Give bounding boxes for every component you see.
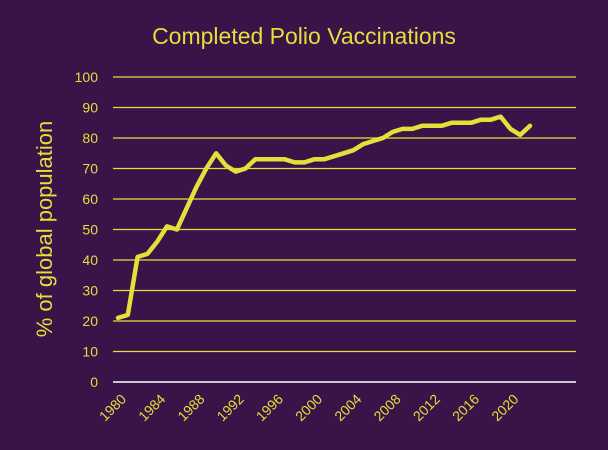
x-tick-label: 1988 bbox=[174, 391, 207, 424]
chart-title: Completed Polio Vaccinations bbox=[152, 23, 456, 49]
x-tick-label: 2008 bbox=[370, 391, 403, 424]
x-tick-label: 1992 bbox=[213, 391, 246, 424]
y-axis-label: % of global population bbox=[32, 121, 57, 338]
x-tick-label: 2020 bbox=[488, 391, 521, 424]
y-tick-labels: 0 10 20 30 40 50 60 70 80 90 100 bbox=[75, 69, 99, 390]
y-tick-label: 30 bbox=[82, 283, 98, 299]
x-tick-label: 2004 bbox=[331, 391, 364, 424]
x-tick-labels: 1980 1984 1988 1992 1996 2000 2004 2008 2012 2016… bbox=[96, 391, 522, 424]
x-tick-label: 1984 bbox=[135, 391, 168, 424]
y-tick-label: 60 bbox=[82, 191, 98, 207]
y-tick-label: 70 bbox=[82, 161, 98, 177]
x-tick-label: 2012 bbox=[410, 391, 443, 424]
y-tick-label: 80 bbox=[82, 130, 98, 146]
x-tick-label: 2016 bbox=[449, 391, 482, 424]
y-tick-label: 100 bbox=[75, 69, 99, 85]
y-tick-label: 0 bbox=[90, 374, 98, 390]
x-tick-label: 1980 bbox=[96, 391, 129, 424]
y-tick-label: 50 bbox=[82, 222, 98, 238]
y-tick-label: 40 bbox=[82, 252, 98, 268]
series-line bbox=[115, 114, 533, 321]
x-tick-label: 1996 bbox=[253, 391, 286, 424]
y-tick-label: 90 bbox=[82, 100, 98, 116]
y-tick-label: 10 bbox=[82, 344, 98, 360]
x-tick-label: 2000 bbox=[292, 391, 325, 424]
series-layer bbox=[115, 114, 533, 321]
y-tick-label: 20 bbox=[82, 313, 98, 329]
